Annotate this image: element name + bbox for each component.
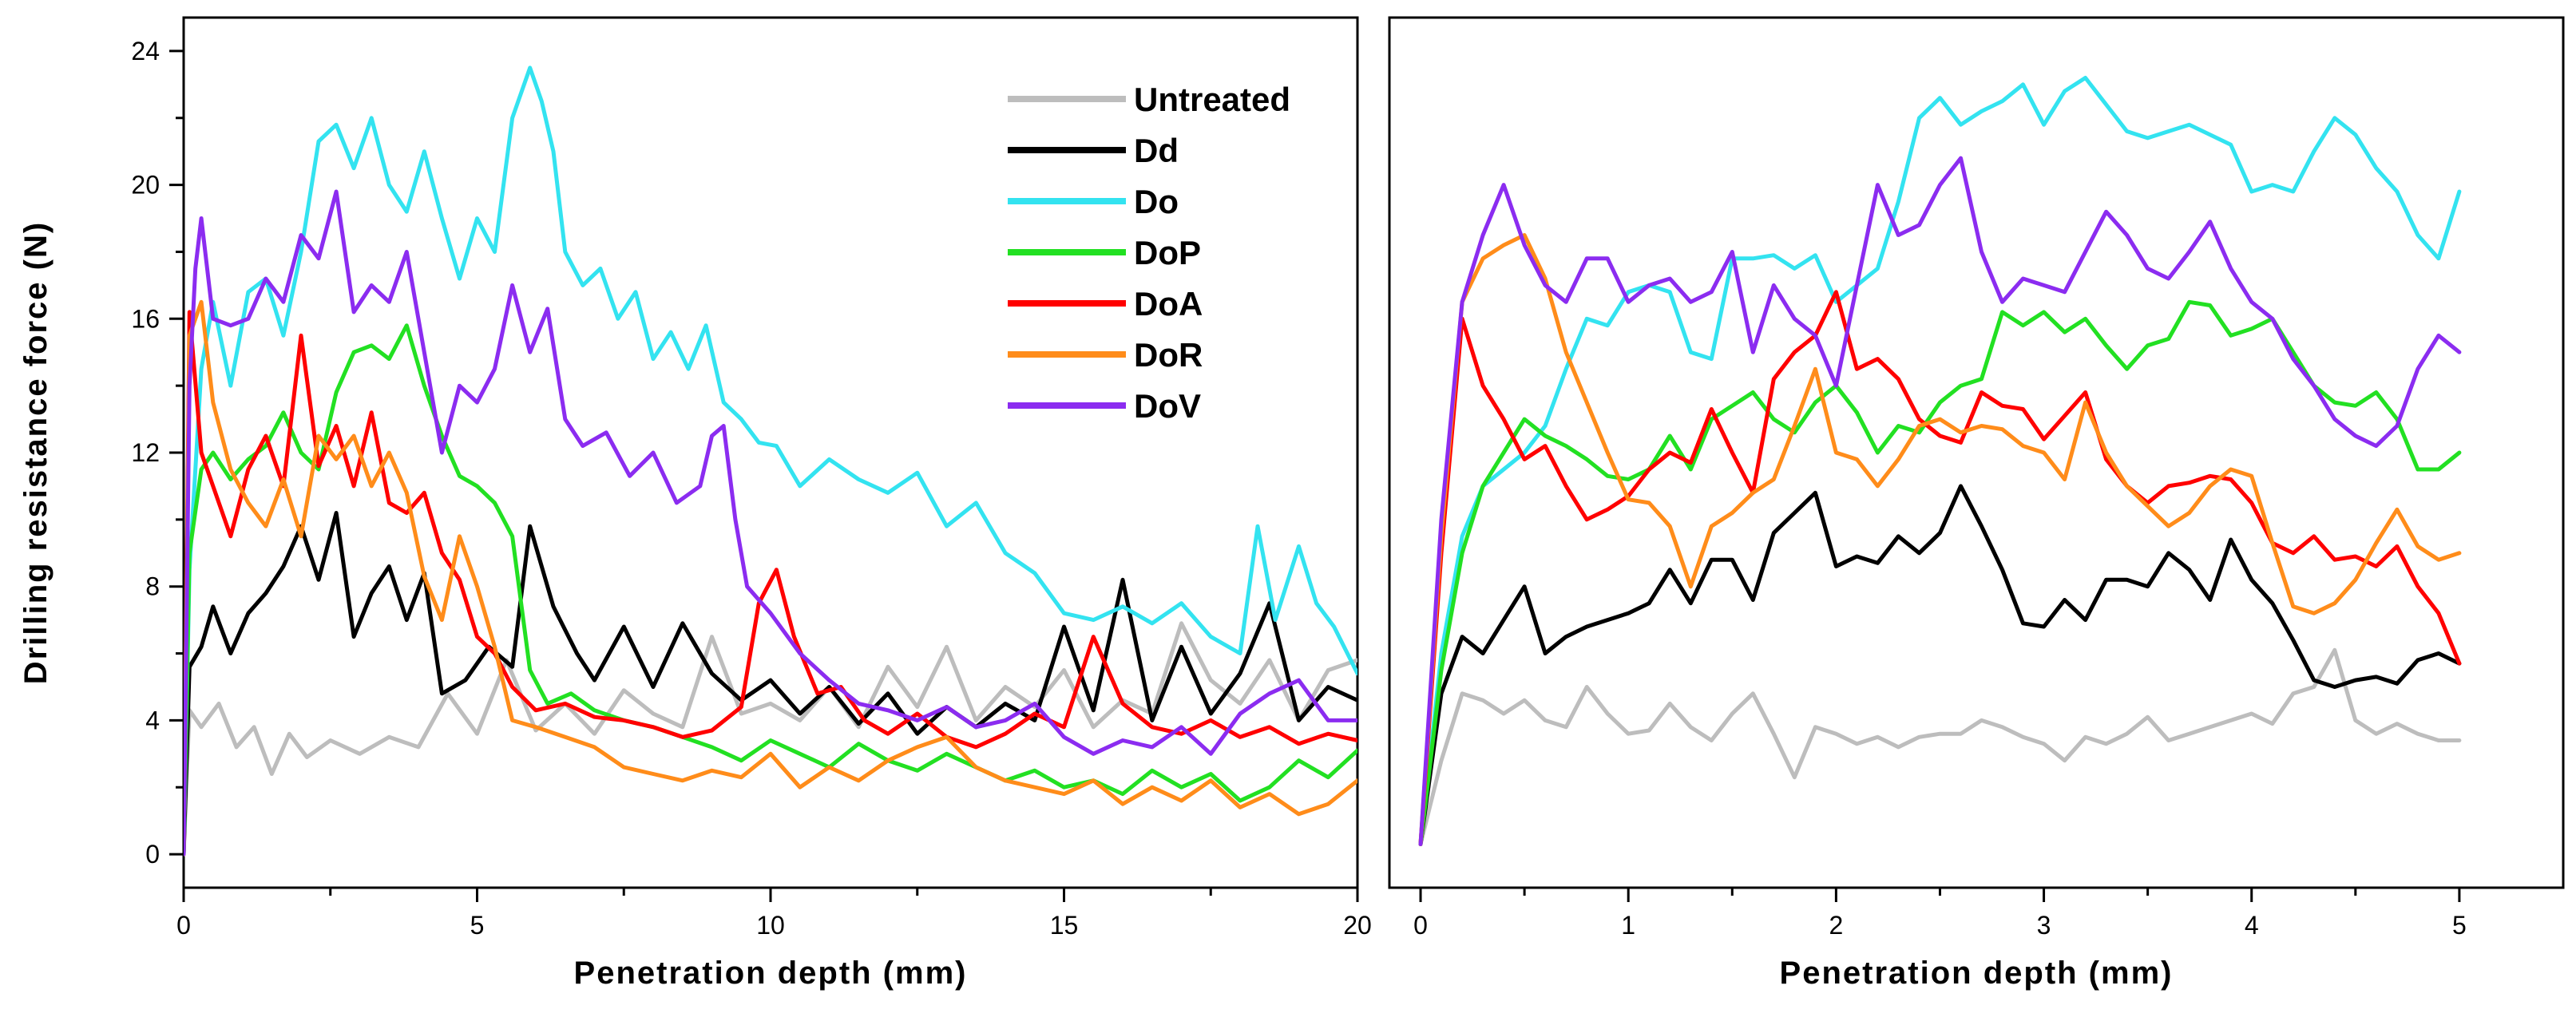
legend-label-dor: DoR — [1134, 336, 1203, 374]
x-tick-label: 20 — [1343, 911, 1372, 940]
series-line-dd — [1418, 484, 2462, 846]
legend-label-do: Do — [1134, 183, 1179, 220]
series-group — [184, 65, 1357, 857]
series-line-dov — [184, 189, 1357, 857]
series-group — [1418, 76, 2462, 846]
series-line-dd — [184, 511, 1357, 857]
x-tick-label: 4 — [2245, 911, 2259, 940]
x-tick-label: 0 — [176, 911, 191, 940]
x-tick-label: 10 — [756, 911, 785, 940]
y-tick-label: 20 — [131, 171, 160, 200]
x-tick-label: 0 — [1413, 911, 1428, 940]
y-tick-label: 16 — [131, 304, 160, 333]
left-chart-panel: 0 5 10 15 20 0 4 8 12 16 20 24 Penetration depth (mm… — [18, 16, 1372, 991]
series-line-dop — [1418, 299, 2462, 846]
series-line-do — [1418, 76, 2462, 846]
series-line-untreated — [184, 621, 1357, 857]
y-tick-label: 24 — [131, 37, 160, 65]
series-line-dor — [1418, 233, 2462, 846]
series-line-doa — [184, 310, 1357, 857]
y-tick-label: 4 — [145, 706, 160, 734]
legend-label-dd: Dd — [1134, 132, 1179, 169]
series-line-do — [184, 65, 1357, 857]
x-tick-label: 15 — [1050, 911, 1079, 940]
x-tick-label: 5 — [470, 911, 485, 940]
x-tick-label: 1 — [1621, 911, 1635, 940]
right-chart-panel: 0 1 2 3 4 5 Penetration depth (mm) — [1388, 16, 2565, 991]
x-tick-label: 2 — [1829, 911, 1843, 940]
x-tick-label: 5 — [2452, 911, 2467, 940]
plot-frame — [1388, 16, 2565, 889]
y-tick-label: 0 — [145, 840, 160, 869]
chart-legend: Untreated Dd Do DoP DoA DoR DoV — [1008, 81, 1290, 425]
series-line-dor — [184, 299, 1357, 857]
y-axis-title: Drilling resistance force (N) — [18, 221, 54, 684]
x-axis-title: Penetration depth (mm) — [1780, 956, 2174, 991]
legend-label-doa: DoA — [1134, 285, 1203, 323]
legend-label-dop: DoP — [1134, 234, 1201, 271]
y-tick-label: 12 — [131, 438, 160, 467]
x-tick-label: 3 — [2037, 911, 2051, 940]
series-line-untreated — [1418, 647, 2462, 846]
y-tick-label: 8 — [145, 572, 160, 601]
legend-label-dov: DoV — [1134, 387, 1201, 425]
series-line-dov — [1418, 156, 2462, 846]
legend-label-untreated: Untreated — [1134, 81, 1290, 118]
series-line-doa — [1418, 290, 2462, 846]
x-axis-title: Penetration depth (mm) — [574, 956, 968, 991]
